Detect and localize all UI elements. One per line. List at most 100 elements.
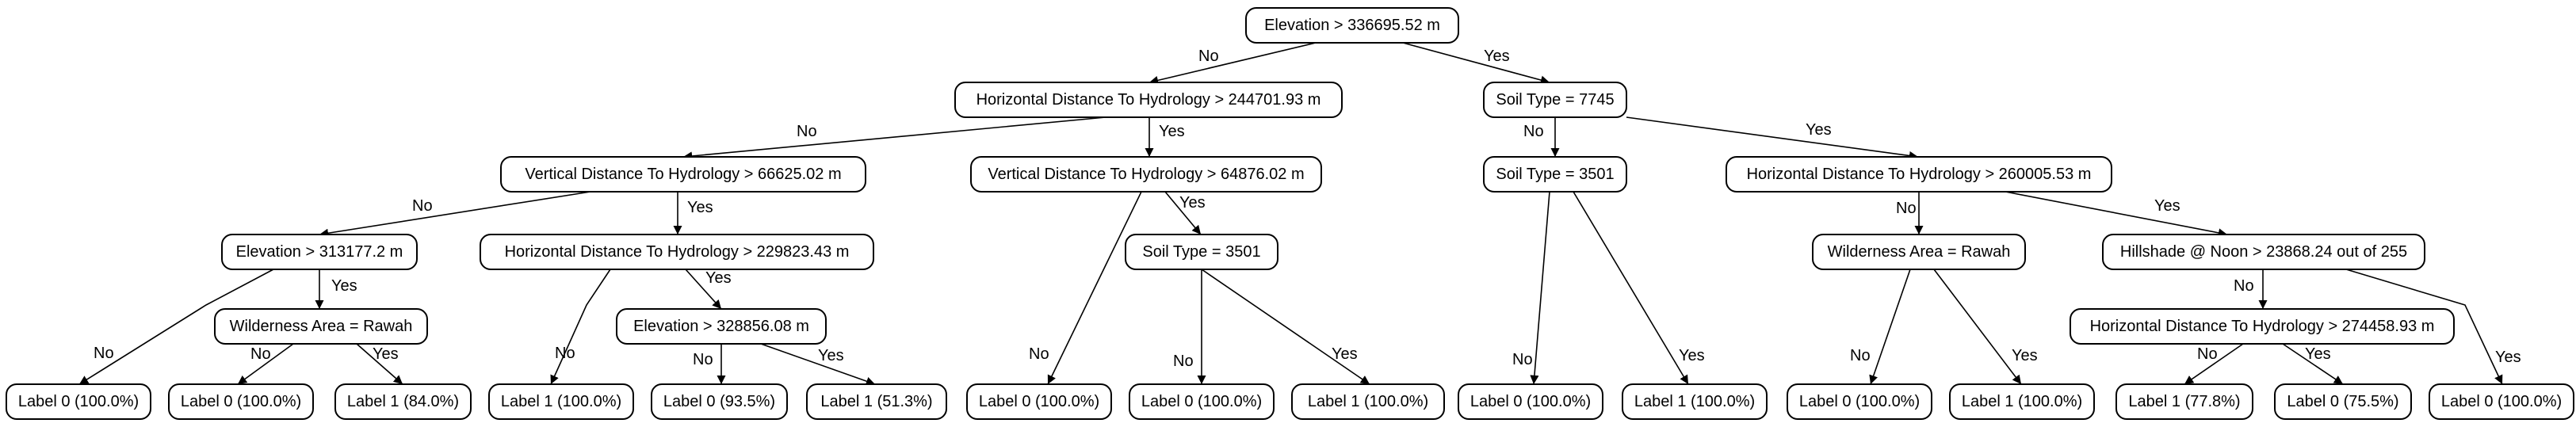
leaf-label: Label 1 (84.0%) [347,393,459,410]
edge-label-yes: Yes [2012,347,2038,364]
decision-node-n10: Wilderness Area = Rawah [1812,234,2026,270]
edge-label-no: No [1896,200,1917,217]
split-condition-label: Horizontal Distance To Hydrology > 22982… [505,243,850,261]
edge-n13-l5: Yes [760,343,876,386]
edge-n4-n9: Yes [1164,191,1206,235]
split-condition-label: Horizontal Distance To Hydrology > 27445… [2090,318,2435,335]
leaf-node-l7: Label 0 (100.0%) [1129,383,1275,420]
leaf-node-l13: Label 1 (77.8%) [2115,383,2253,420]
edge-n11-n14: No [2234,269,2268,309]
node-box [1726,156,2112,193]
leaf-label: Label 1 (77.8%) [2128,393,2240,410]
edge-arrow [2005,191,2228,238]
leaf-node-l8: Label 1 (100.0%) [1291,383,1445,420]
leaf-node-l2: Label 1 (84.0%) [334,383,472,420]
decision-node-n0: Elevation > 336695.52 m [1245,7,1459,44]
edge-label-yes: Yes [705,269,732,287]
decision-node-n9: Soil Type = 3501 [1125,234,1278,270]
split-condition-label: Soil Type = 3501 [1142,243,1260,261]
leaf-label: Label 0 (100.0%) [18,393,139,410]
edge-label-yes: Yes [2154,197,2180,215]
edge-n3-n7: No [319,191,591,238]
node-box [651,383,788,420]
decision-node-n2: Soil Type = 7745 [1483,82,1627,118]
leaf-label: Label 0 (100.0%) [181,393,301,410]
decision-node-n7: Elevation > 313177.2 m [221,234,418,270]
leaf-label: Label 1 (100.0%) [1634,393,1755,410]
edge-n7-n12: Yes [315,269,357,309]
edge-n2-n6: Yes [1626,116,1919,161]
edge-n1-n4: Yes [1145,117,1185,157]
edge-label-yes: Yes [373,345,399,363]
edge-arrow [1530,191,1550,385]
edge-label-yes: Yes [1332,345,1358,363]
node-box [168,383,314,420]
edge-label-yes: Yes [2305,345,2331,363]
node-box [1483,82,1627,118]
leaf-label: Label 0 (100.0%) [979,393,1099,410]
edge-arrow [550,269,611,385]
decision-node-n8: Horizontal Distance To Hydrology > 22982… [480,234,874,270]
node-box [966,383,1112,420]
leaf-node-l14: Label 0 (75.5%) [2274,383,2412,420]
split-condition-label: Elevation > 313177.2 m [236,243,403,261]
decision-node-n11: Hillshade @ Noon > 23868.24 out of 255 [2102,234,2425,270]
edge-arrow [2282,343,2344,385]
edge-arrow [2345,269,2503,385]
edge-n12-l1: No [237,343,294,385]
node-box [334,383,472,420]
node-box [806,383,947,420]
edge-label-no: No [1029,345,1049,363]
edge-n7-l0: No [78,269,274,385]
edge-arrow [1047,191,1142,385]
edge-label-yes: Yes [687,199,713,216]
edge-label-no: No [555,345,575,362]
edge-label-no: No [1173,353,1194,370]
edge-label-no: No [1512,351,1533,368]
edge-label-yes: Yes [2495,349,2521,366]
node-box [488,383,634,420]
node-box [221,234,418,270]
node-box [616,308,827,345]
node-box [480,234,874,270]
leaf-label: Label 1 (100.0%) [1308,393,1428,410]
edge-arrow [682,116,1106,161]
leaf-label: Label 0 (100.0%) [1799,393,1920,410]
leaf-node-l6: Label 0 (100.0%) [966,383,1112,420]
edge-label-yes: Yes [818,347,844,364]
leaf-node-l1: Label 0 (100.0%) [168,383,314,420]
node-box [2102,234,2425,270]
edge-label-yes: Yes [1679,347,1705,364]
edge-n14-l13: No [2184,343,2244,385]
edge-arrow [319,191,591,238]
edge-label-yes: Yes [1179,194,1206,212]
edge-arrow [356,343,403,385]
node-box [500,156,866,193]
edge-n8-l3: No [550,269,611,385]
split-condition-label: Soil Type = 3501 [1496,166,1614,183]
nodes-layer: Elevation > 336695.52 m Horizontal Distan… [6,7,2574,420]
edge-n2-n5: No [1523,117,1560,157]
node-box [2274,383,2412,420]
edge-arrow [2184,343,2244,385]
decision-node-n6: Horizontal Distance To Hydrology > 26000… [1726,156,2112,193]
leaf-label: Label 0 (93.5%) [663,393,775,410]
decision-node-n1: Horizontal Distance To Hydrology > 24470… [954,82,1343,118]
edge-label-no: No [1523,123,1544,140]
split-condition-label: Vertical Distance To Hydrology > 64876.0… [988,166,1304,183]
edge-arrow [1402,42,1550,85]
node-box [1812,234,2026,270]
node-box [1245,7,1459,44]
node-box [2070,308,2455,345]
edge-n5-l10: Yes [1573,191,1705,385]
edge-n4-l6: No [1029,191,1142,385]
node-box [970,156,1322,193]
split-condition-label: Vertical Distance To Hydrology > 66625.0… [525,166,841,183]
edge-arrow [78,269,274,385]
node-box [1458,383,1603,420]
edge-label-yes: Yes [331,277,357,295]
leaf-label: Label 0 (100.0%) [1470,393,1591,410]
split-condition-label: Horizontal Distance To Hydrology > 24470… [977,91,1321,109]
edge-label-yes: Yes [1484,48,1510,65]
edge-n0-n1: No [1148,42,1317,85]
